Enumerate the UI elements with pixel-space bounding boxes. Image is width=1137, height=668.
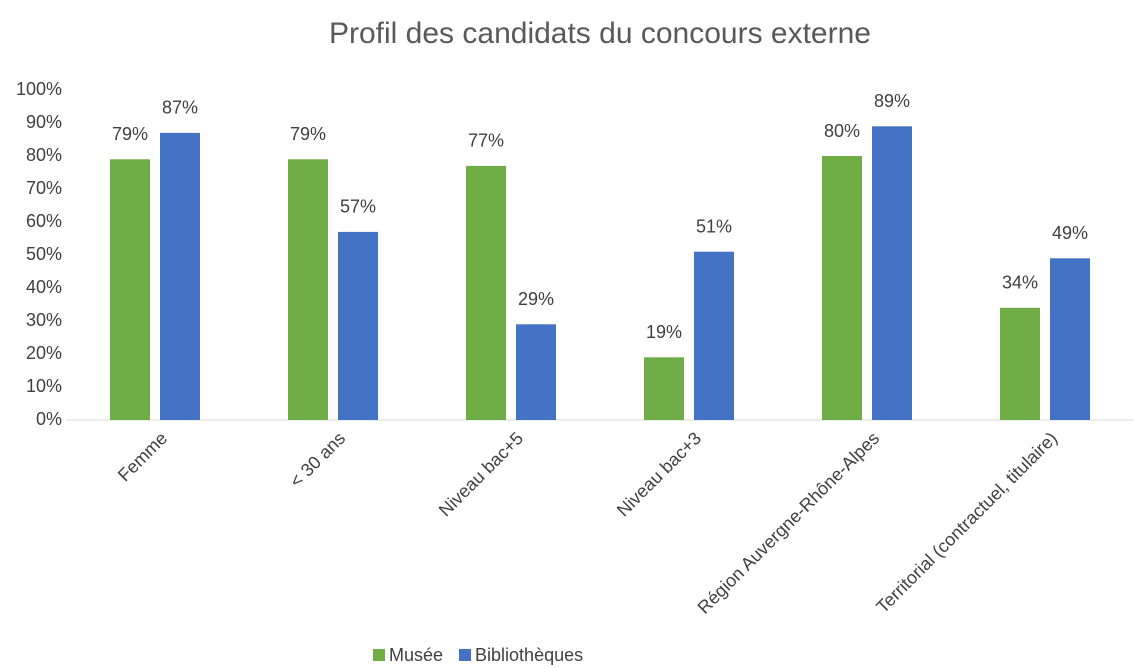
y-tick-label: 20% <box>26 343 62 363</box>
legend-label: Bibliothèques <box>475 645 583 665</box>
data-label: 89% <box>874 91 910 111</box>
x-tick-label: < 30 ans <box>286 428 349 491</box>
x-tick-label: Région Auvergne-Rhône-Alpes <box>694 428 884 618</box>
data-label: 29% <box>518 289 554 309</box>
data-label: 87% <box>162 98 198 118</box>
bar <box>694 251 734 420</box>
x-tick-label: Niveau bac+5 <box>435 428 527 520</box>
bar <box>872 126 912 421</box>
bar <box>160 132 200 420</box>
bar <box>338 231 378 420</box>
x-tick-label: Femme <box>114 428 171 485</box>
bar <box>1050 258 1090 420</box>
y-tick-label: 10% <box>26 376 62 396</box>
x-tick-label: Niveau bac+3 <box>613 428 705 520</box>
legend-swatch <box>373 649 385 661</box>
y-tick-label: 50% <box>26 244 62 264</box>
bar <box>822 156 862 420</box>
bar <box>516 324 556 420</box>
bar <box>644 357 684 420</box>
data-label: 77% <box>468 131 504 151</box>
bar <box>466 165 506 420</box>
x-tick-label: Territorial (contractuel, titulaire) <box>872 428 1061 617</box>
data-label: 51% <box>696 216 732 236</box>
bar <box>288 159 328 421</box>
data-label: 34% <box>1002 273 1038 293</box>
y-tick-label: 0% <box>36 409 62 429</box>
legend-label: Musée <box>389 645 443 665</box>
chart-title: Profil des candidats du concours externe <box>329 17 871 50</box>
bar <box>1000 307 1040 420</box>
y-tick-label: 30% <box>26 310 62 330</box>
y-tick-label: 40% <box>26 277 62 297</box>
data-label: 49% <box>1052 223 1088 243</box>
legend-swatch <box>459 649 472 661</box>
y-tick-label: 90% <box>26 112 62 132</box>
data-label: 80% <box>824 121 860 141</box>
data-label: 79% <box>290 124 326 144</box>
y-tick-label: 60% <box>26 211 62 231</box>
y-tick-label: 100% <box>16 79 62 99</box>
data-label: 57% <box>340 197 376 217</box>
data-label: 19% <box>646 322 682 342</box>
y-tick-label: 80% <box>26 145 62 165</box>
y-tick-label: 70% <box>26 178 62 198</box>
data-label: 79% <box>112 124 148 144</box>
bar <box>110 159 150 421</box>
